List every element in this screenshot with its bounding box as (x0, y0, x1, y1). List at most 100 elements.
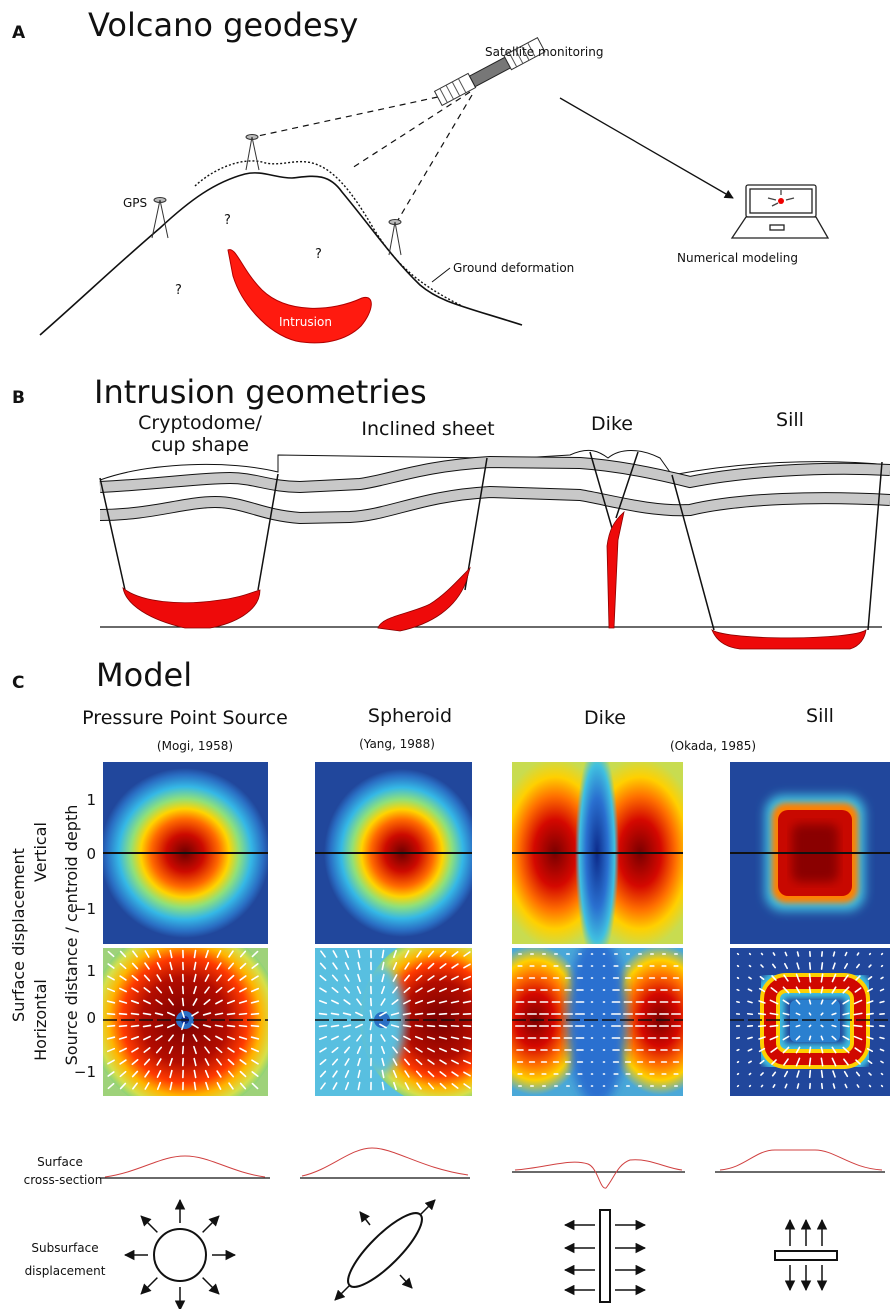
tick-label: −1 (74, 900, 96, 918)
label: Intrusion (279, 315, 332, 329)
panel-letter: B (12, 388, 25, 408)
displacement-arrow (796, 1026, 799, 1027)
displacement-arrow (120, 1014, 127, 1015)
displacement-arrow (759, 1014, 766, 1015)
displacement-arrow (737, 1002, 739, 1003)
displacement-arrow (762, 1085, 763, 1086)
unknown-mark: ? (224, 213, 231, 228)
displacement-arrow (452, 1026, 459, 1027)
row-label: Vertical (31, 822, 50, 882)
displacement-arrow (194, 1083, 195, 1090)
displacement-arrow (440, 1014, 447, 1015)
tick-label: 1 (86, 791, 96, 809)
displacement-arrow (382, 951, 383, 958)
panel-title: Model (96, 656, 192, 694)
displacement-arrow (822, 1071, 823, 1078)
displacement-arrow (810, 1036, 811, 1039)
displacement-arrow (120, 1026, 127, 1027)
displacement-arrow (881, 977, 883, 978)
displacement-arrow (750, 954, 751, 955)
model-name: Pressure Point Source (82, 707, 288, 729)
displacement-arrow (737, 990, 739, 991)
model-name: Spheroid (368, 705, 452, 727)
displacement-arrow (870, 954, 871, 955)
displacement-arrow (750, 1086, 751, 1087)
displacement-arrow (252, 1014, 259, 1015)
subsurface-arrow (203, 1216, 219, 1232)
label: Cryptodome/ (138, 412, 262, 434)
displacement-arrow (809, 1025, 810, 1026)
displacement-arrow (833, 952, 834, 956)
displacement-arrow (320, 1026, 327, 1027)
displacement-arrow (382, 1083, 383, 1090)
displacement-arrow (738, 954, 739, 955)
displacement-arrow (737, 1038, 739, 1039)
displacement-arrow (737, 1050, 739, 1051)
displacement-arrow (252, 1026, 259, 1027)
displacement-arrow (738, 1086, 739, 1087)
displacement-arrow (332, 1025, 339, 1026)
volcano (40, 37, 828, 343)
axis-label: Source distance / centroid depth (62, 805, 81, 1066)
label: Satellite monitoring (485, 45, 603, 59)
displacement-arrow (183, 1035, 184, 1042)
subsurface-arrow (400, 1275, 412, 1288)
displacement-arrow (240, 1026, 247, 1027)
displacement-arrow (183, 999, 184, 1006)
displacement-arrow (240, 1014, 247, 1015)
reference: (Mogi, 1958) (157, 739, 233, 753)
label: Ground deformation (453, 261, 574, 275)
label: Numerical modeling (677, 251, 798, 265)
axis-label: Surface displacement (9, 848, 28, 1022)
label: cup shape (151, 434, 249, 456)
unknown-mark: ? (315, 247, 322, 262)
displacement-arrow (370, 1011, 371, 1018)
displacement-arrow (332, 1013, 339, 1014)
subsurface-arrow (420, 1200, 435, 1215)
displacement-arrow (108, 1014, 115, 1015)
displacement-arrow (882, 966, 883, 967)
displacement-arrow (881, 1061, 883, 1062)
displacement-arrow (108, 1026, 115, 1027)
subsurface-arrow (203, 1278, 219, 1294)
row-label: displacement (25, 1264, 106, 1278)
displacement-arrow (750, 966, 751, 967)
row-label: Subsurface (31, 1241, 98, 1255)
displacement-arrow (132, 1014, 139, 1015)
unknown-mark: ? (175, 283, 182, 298)
displacement-arrow (144, 1013, 151, 1014)
displacement-arrow (810, 1071, 811, 1078)
displacement-arrow (798, 952, 799, 956)
model-name: Dike (584, 707, 626, 729)
displacement-arrow (810, 974, 811, 982)
tick-label: 0 (86, 845, 96, 863)
tick-label: 1 (86, 962, 96, 980)
displacement-arrow (867, 1014, 873, 1015)
laptop (732, 185, 828, 238)
displacement-arrow (810, 1000, 811, 1004)
displacement-arrow (452, 1014, 459, 1015)
displacement-arrow (867, 1026, 873, 1027)
displacement-arrow (370, 1023, 371, 1030)
displacement-arrow (228, 1014, 235, 1015)
displacement-arrow (783, 1026, 788, 1027)
subsurface-arrow (141, 1278, 157, 1294)
displacement-arrow (809, 1013, 810, 1015)
displacement-arrow (854, 1026, 862, 1027)
displacement-arrow (882, 954, 883, 955)
subsurface-arrow (335, 1285, 350, 1300)
row-label: cross-section (24, 1173, 103, 1187)
displacement-arrow (832, 1026, 836, 1027)
displacement-arrow (194, 951, 195, 958)
displacement-arrow (228, 1026, 235, 1027)
displacement-arrow (440, 1026, 447, 1027)
displacement-arrow (833, 1084, 834, 1088)
displacement-arrow (748, 1037, 752, 1038)
displacement-arrow (880, 1038, 884, 1039)
displacement-arrow (797, 1084, 798, 1088)
label: GPS (123, 196, 147, 210)
model-name: Sill (806, 705, 834, 727)
figure: A Volcano geodesy Satellite monitoring G… (0, 0, 890, 1309)
reference: (Yang, 1988) (359, 737, 435, 751)
tick-label: 0 (86, 1009, 96, 1027)
